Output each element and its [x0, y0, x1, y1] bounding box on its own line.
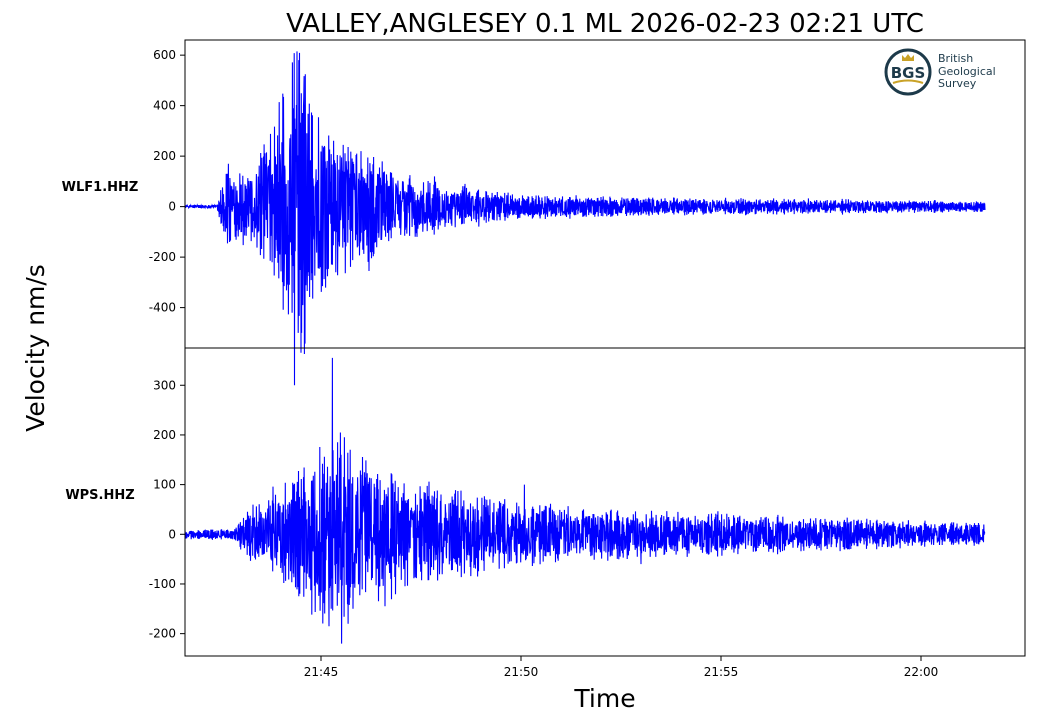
crown-icon	[902, 54, 914, 61]
y-tick-label: 600	[153, 48, 176, 62]
y-ticks-wlf1: 600 400 200 0 -200 -400	[149, 48, 185, 315]
y-tick-label: 100	[153, 478, 176, 492]
y-tick-label: 0	[168, 200, 176, 214]
y-tick-label: 200	[153, 428, 176, 442]
y-tick-label: -400	[149, 301, 176, 315]
logo-line-survey: Survey	[938, 77, 977, 90]
logo-ring	[884, 48, 932, 96]
panel-wps: WPS.HHZ 300 200 100 0 -100 -200	[65, 347, 1026, 657]
chart-title: VALLEY,ANGLESEY 0.1 ML 2026-02-23 02:21 …	[286, 9, 924, 39]
x-ticks: 21:45 21:50 21:55 22:00	[304, 656, 939, 679]
logo-line-british: British	[938, 52, 973, 65]
x-tick-label: 22:00	[904, 665, 939, 679]
axes-frame-wps	[184, 347, 1026, 657]
bgs-logo: BGS British Geological Survey	[884, 48, 996, 96]
x-tick-label: 21:55	[704, 665, 739, 679]
station-label-wps: WPS.HHZ	[65, 488, 134, 503]
logo-swoosh	[892, 79, 924, 84]
y-tick-label: 300	[153, 378, 176, 392]
y-axis-label: Velocity nm/s	[21, 264, 50, 432]
y-tick-label: 400	[153, 99, 176, 113]
y-tick-label: 0	[168, 527, 176, 541]
y-tick-label: -100	[149, 577, 176, 591]
x-tick-label: 21:50	[504, 665, 539, 679]
y-tick-label: 200	[153, 149, 176, 163]
x-axis-label: Time	[573, 684, 635, 713]
logo-line-geological: Geological	[938, 65, 996, 78]
waveform-wps	[184, 357, 986, 644]
logo-badge: BGS	[891, 64, 926, 82]
y-ticks-wps: 300 200 100 0 -100 -200	[149, 378, 185, 641]
station-label-wlf1: WLF1.HHZ	[62, 180, 139, 195]
y-tick-label: -200	[149, 250, 176, 264]
waveform-wlf1	[184, 51, 986, 386]
y-tick-label: -200	[149, 627, 176, 641]
x-tick-label: 21:45	[304, 665, 339, 679]
